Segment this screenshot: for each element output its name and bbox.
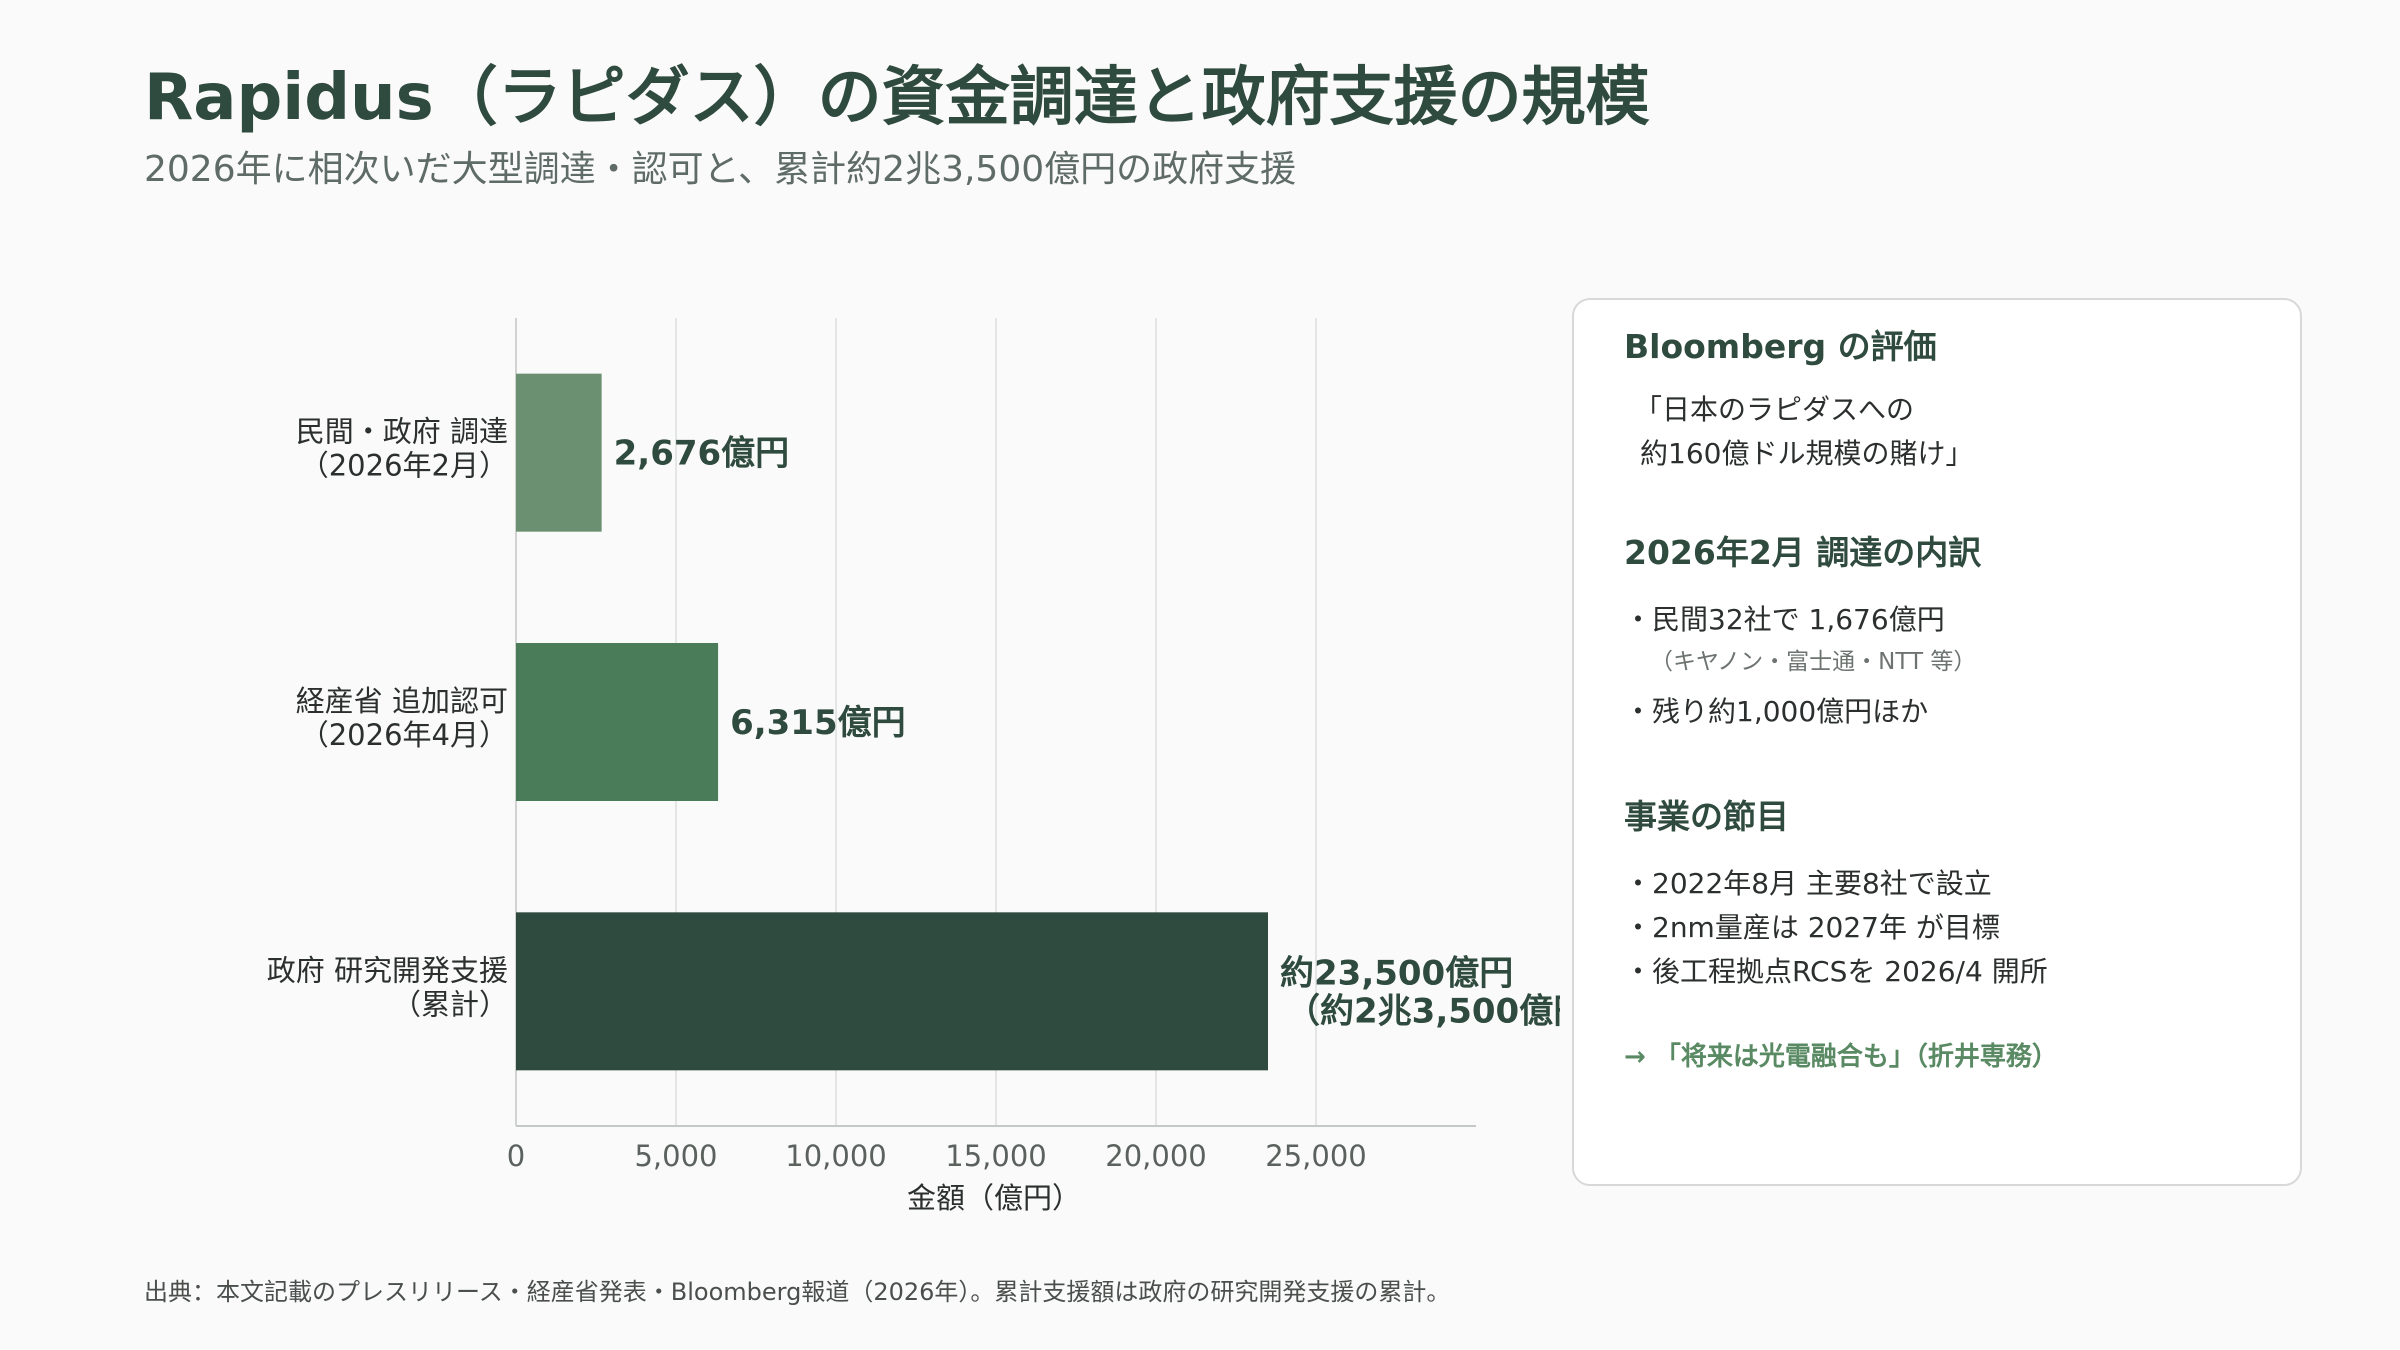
info-panel: Bloomberg の評価 「日本のラピダスへの 約160億ドル規模の賭け」 2…	[1572, 298, 2302, 1186]
category-label: （累計）	[392, 987, 508, 1021]
funding-bar-chart: 0 5,000 10,000 15,000 20,000 25,000 金額（億円） 民間・政…	[267, 318, 1560, 1215]
x-tick-label: 20,000	[1105, 1139, 1206, 1173]
milestone-item: ・後工程拠点RCSを 2026/4 開所	[1624, 955, 2048, 988]
category-label: 政府 研究開発支援	[267, 953, 508, 987]
x-tick-label: 25,000	[1265, 1139, 1366, 1173]
milestone-item: ・2022年8月 主要8社で設立	[1624, 867, 1992, 900]
bar	[516, 912, 1268, 1071]
category-label: 民間・政府 調達	[296, 415, 508, 449]
milestone-item: ・2nm量産は 2027年 が目標	[1624, 911, 2000, 944]
x-tick-label: 10,000	[785, 1139, 886, 1173]
bloomberg-quote-line-1: 「日本のラピダスへの	[1634, 393, 1915, 426]
source-footer: 出典：本文記載のプレスリリース・経産省発表・Bloomberg報道（2026年）…	[144, 1278, 1451, 1306]
x-tick-label: 5,000	[634, 1139, 717, 1173]
category-label: 経産省 追加認可	[296, 684, 508, 718]
bloomberg-heading: Bloomberg の評価	[1624, 327, 1937, 366]
breakdown-item-private-detail: （キヤノン・富士通・NTT 等）	[1650, 649, 1977, 675]
page-title: Rapidus（ラピダス）の資金調達と政府支援の規模	[144, 61, 1650, 135]
breakdown-item-private: ・民間32社で 1,676億円	[1624, 603, 1945, 636]
x-tick-label: 0	[507, 1139, 525, 1173]
bar-value-label: 約23,500億円	[1280, 953, 1513, 993]
bloomberg-quote-line-2: 約160億ドル規模の賭け」	[1640, 437, 1974, 470]
category-label: （2026年4月）	[300, 718, 508, 752]
bar-value-label: 2,676億円	[614, 434, 790, 474]
bar	[516, 373, 602, 532]
category-label: （2026年2月）	[300, 449, 508, 483]
breakdown-heading: 2026年2月 調達の内訳	[1624, 533, 1982, 572]
x-tick-label: 15,000	[945, 1139, 1046, 1173]
page-subtitle: 2026年に相次いだ大型調達・認可と、累計約2兆3,500億円の政府支援	[144, 149, 1297, 190]
milestones-heading: 事業の節目	[1624, 797, 1789, 836]
x-axis-label: 金額（億円）	[907, 1181, 1081, 1215]
quote-note: → 「将来は光電融合も」（折井専務）	[1624, 1042, 2058, 1072]
breakdown-item-remaining: ・残り約1,000億円ほか	[1624, 695, 1929, 728]
bar-value-label: 6,315億円	[730, 703, 906, 743]
bar	[516, 643, 719, 801]
bar-value-label: （約2兆3,500億円）	[1286, 991, 1560, 1031]
